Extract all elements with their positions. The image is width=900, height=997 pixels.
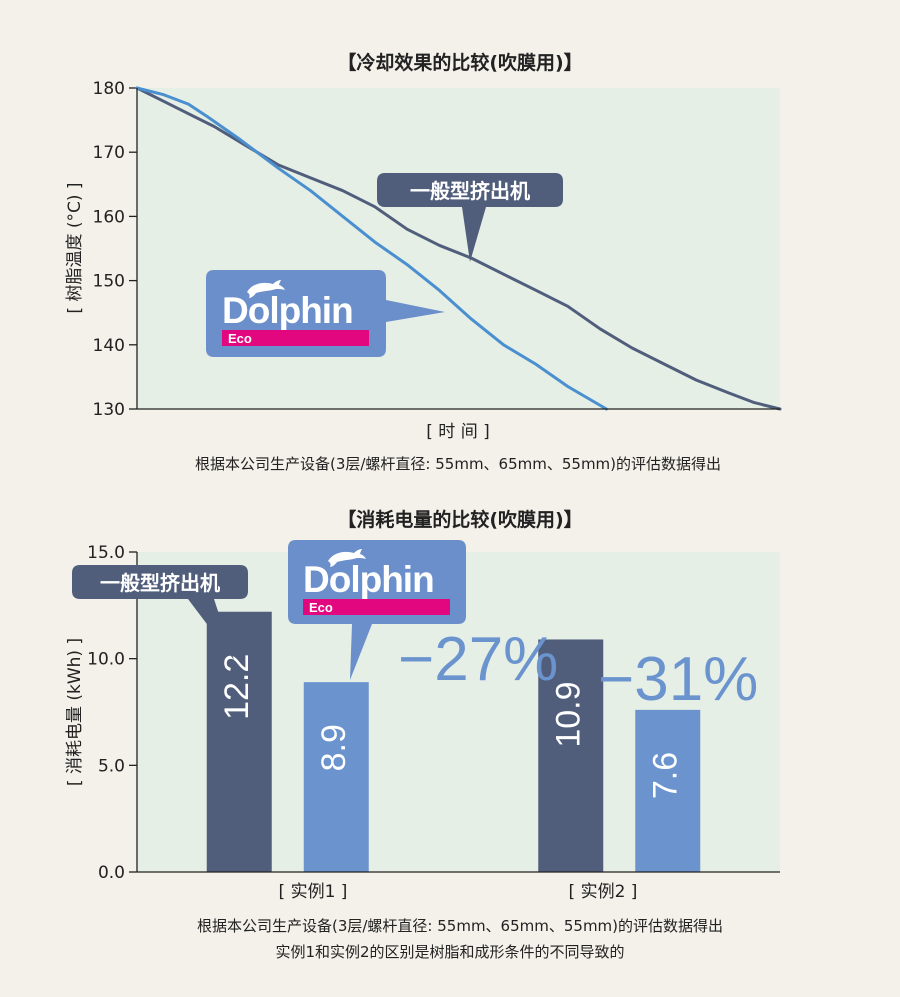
callout-dolphin-eco: Dolphin Eco	[206, 270, 445, 357]
general-extruder-bar	[538, 639, 604, 872]
bars: 12.2 8.9 10.9 7.6	[206, 611, 701, 872]
dolphin-eco-line	[135, 86, 608, 411]
eco-bar	[222, 330, 369, 346]
y-tick-label: 140	[93, 336, 125, 356]
callout-dolphin-eco: Dolphin Eco	[288, 540, 466, 680]
eco-bar	[303, 599, 450, 615]
bar-value-label: 7.6	[647, 752, 685, 799]
y-tick-label: 170	[93, 143, 125, 163]
category-label: [ 实例1 ]	[279, 882, 348, 902]
series-lines	[135, 86, 782, 411]
dolphin-eco-bar	[303, 682, 369, 872]
logo-text: Dolphin	[222, 290, 353, 331]
y-tick-label: 130	[93, 400, 125, 420]
bar-value-label: 8.9	[315, 724, 353, 771]
bar-value-label: 10.9	[550, 681, 588, 747]
category-label: [ 实例2 ]	[569, 882, 638, 902]
callout-general-extruder: 一般型挤出机	[377, 173, 563, 262]
y-axis-label: [ 树脂温度 (°C) ]	[65, 182, 85, 313]
y-tick-label: 160	[93, 207, 125, 227]
footnote: 实例1和实例2的区别是树脂和成形条件的不同导致的	[275, 943, 624, 961]
cooling-chart: 【冷却效果的比较(吹膜用)】 130 140 150 160 170 180 [ 树脂温度…	[65, 51, 782, 473]
y-axis-ticks: 0.0 5.0 10.0 15.0	[87, 543, 137, 883]
footnote: 根据本公司生产设备(3层/螺杆直径: 55mm、65mm、55mm)的评估数据得…	[197, 917, 723, 935]
y-axis-label: [ 消耗电量 (kWh) ]	[65, 638, 85, 786]
x-axis-label: [ 时 间 ]	[426, 422, 489, 442]
reduction-label: −27%	[398, 625, 558, 694]
callout-general-extruder: 一般型挤出机	[72, 565, 248, 660]
y-axis-ticks: 130 140 150 160 170 180	[93, 79, 137, 420]
general-extruder-bar	[206, 611, 272, 872]
chart-title: 【冷却效果的比较(吹膜用)】	[337, 51, 582, 74]
bar-value-label: 12.2	[218, 654, 256, 720]
dolphin-eco-bar	[635, 709, 701, 872]
general-extruder-line	[135, 86, 782, 411]
callout-label: 一般型挤出机	[410, 179, 530, 203]
footnote: 根据本公司生产设备(3层/螺杆直径: 55mm、65mm、55mm)的评估数据得…	[195, 455, 721, 473]
y-tick-label: 15.0	[87, 543, 125, 563]
power-chart: 【消耗电量的比较(吹膜用)】 0.0 5.0 10.0 15.0 12.2 8.9 10.…	[65, 508, 780, 961]
y-tick-label: 150	[93, 272, 125, 292]
callout-label: 一般型挤出机	[100, 571, 220, 595]
y-tick-label: 5.0	[98, 756, 125, 776]
y-tick-label: 0.0	[98, 863, 125, 883]
eco-label: Eco	[228, 331, 252, 346]
logo-text: Dolphin	[303, 559, 434, 600]
eco-label: Eco	[309, 600, 333, 615]
chart-title: 【消耗电量的比较(吹膜用)】	[337, 508, 582, 531]
y-tick-label: 10.0	[87, 650, 125, 670]
y-tick-label: 180	[93, 79, 125, 99]
reduction-label: −31%	[598, 645, 758, 714]
